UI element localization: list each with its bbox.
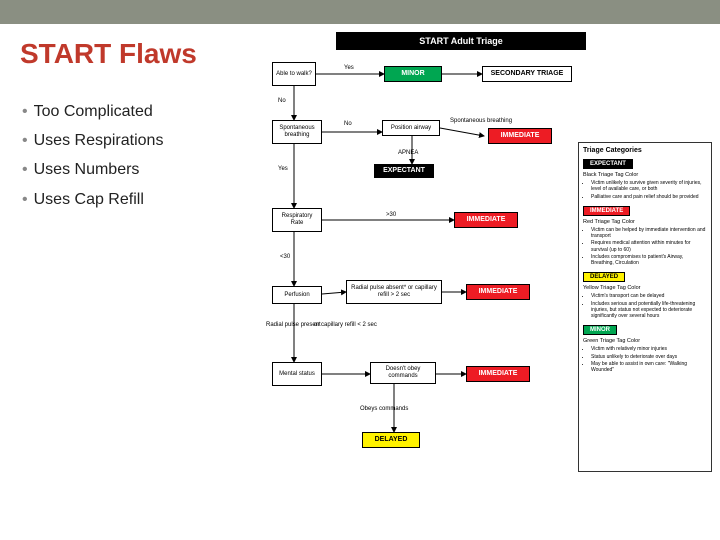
legend-item: May be able to assist in own care: "Walk… bbox=[591, 361, 707, 374]
triage-tag-minor: MINOR bbox=[384, 66, 442, 82]
triage-legend: Triage Categories EXPECTANT Black Triage … bbox=[578, 142, 712, 472]
edge-label-spont: Spontaneous breathing bbox=[450, 118, 512, 124]
edge-label-yes1: Yes bbox=[344, 65, 354, 71]
chart-header: START Adult Triage bbox=[336, 32, 586, 50]
legend-items: Victim unlikely to survive given severit… bbox=[583, 180, 707, 200]
slide-title: START Flaws bbox=[20, 38, 197, 70]
flow-node-walk: Able to walk? bbox=[272, 62, 316, 86]
flow-node-perf: Perfusion bbox=[272, 286, 322, 304]
flow-node-obeycond: Doesn't obey commands bbox=[370, 362, 436, 384]
flow-node-perfcond: Radial pulse absent* or capillary refill… bbox=[346, 280, 442, 304]
legend-item: Requires medical attention within minute… bbox=[591, 240, 707, 253]
legend-item: Includes compromises to patient's Airway… bbox=[591, 254, 707, 267]
legend-tag: IMMEDIATE bbox=[583, 206, 630, 216]
legend-title: Triage Categories bbox=[583, 147, 707, 154]
flow-node-position: Position airway bbox=[382, 120, 440, 136]
triage-tag-delayed: DELAYED bbox=[362, 432, 420, 448]
edge-label-no1: No bbox=[278, 98, 286, 104]
legend-tag: DELAYED bbox=[583, 272, 625, 282]
edge-label-radial: Radial pulse present bbox=[266, 322, 321, 328]
bullet-item: •Too Complicated bbox=[22, 98, 163, 125]
flow-node-mental: Mental status bbox=[272, 362, 322, 386]
triage-tag-imm3: IMMEDIATE bbox=[466, 284, 530, 300]
edge-label-apnea: APNEA bbox=[398, 150, 418, 156]
top-bar bbox=[0, 0, 720, 24]
edge-label-yes2: Yes bbox=[278, 166, 288, 172]
legend-sub: Red Triage Tag Color bbox=[583, 219, 707, 225]
legend-item: Victim unlikely to survive given severit… bbox=[591, 180, 707, 193]
legend-item: Status unlikely to deteriorate over days bbox=[591, 354, 707, 360]
legend-item: Victim's transport can be delayed bbox=[591, 293, 707, 299]
flow-node-resp: Respiratory Rate bbox=[272, 208, 322, 232]
triage-tag-secondary: SECONDARY TRIAGE bbox=[482, 66, 572, 82]
triage-tag-imm2: IMMEDIATE bbox=[454, 212, 518, 228]
legend-item: Victim can be helped by immediate interv… bbox=[591, 227, 707, 240]
legend-sub: Green Triage Tag Color bbox=[583, 338, 707, 344]
flow-node-breath: Spontaneous breathing bbox=[272, 120, 322, 144]
legend-item: Includes serious and potentially life-th… bbox=[591, 301, 707, 320]
edge-label-obeys: Obeys commands bbox=[360, 406, 408, 412]
bullet-item: •Uses Respirations bbox=[22, 127, 163, 154]
triage-tag-imm4: IMMEDIATE bbox=[466, 366, 530, 382]
triage-tag-imm1: IMMEDIATE bbox=[488, 128, 552, 144]
legend-item: Victim with relatively minor injuries bbox=[591, 346, 707, 352]
edge-label-no2: No bbox=[344, 121, 352, 127]
triage-tag-expectant: EXPECTANT bbox=[374, 164, 434, 178]
legend-tag: MINOR bbox=[583, 325, 617, 335]
legend-sub: Black Triage Tag Color bbox=[583, 172, 707, 178]
flowchart: START Adult Triage Able to walk? Spontane… bbox=[266, 32, 714, 532]
edge-label-gt30: >30 bbox=[386, 212, 396, 218]
edge-label-capok: or capillary refill < 2 sec bbox=[314, 322, 377, 328]
edge-label-lt30: <30 bbox=[280, 254, 290, 260]
legend-items: Victim can be helped by immediate interv… bbox=[583, 227, 707, 267]
bullet-item: •Uses Cap Refill bbox=[22, 186, 163, 213]
bullet-list: •Too Complicated•Uses Respirations•Uses … bbox=[22, 98, 163, 215]
legend-tag: EXPECTANT bbox=[583, 159, 633, 169]
legend-items: Victim with relatively minor injuries Sta… bbox=[583, 346, 707, 373]
legend-sub: Yellow Triage Tag Color bbox=[583, 285, 707, 291]
legend-items: Victim's transport can be delayed Include… bbox=[583, 293, 707, 319]
bullet-item: •Uses Numbers bbox=[22, 156, 163, 183]
legend-item: Palliative care and pain relief should b… bbox=[591, 194, 707, 200]
